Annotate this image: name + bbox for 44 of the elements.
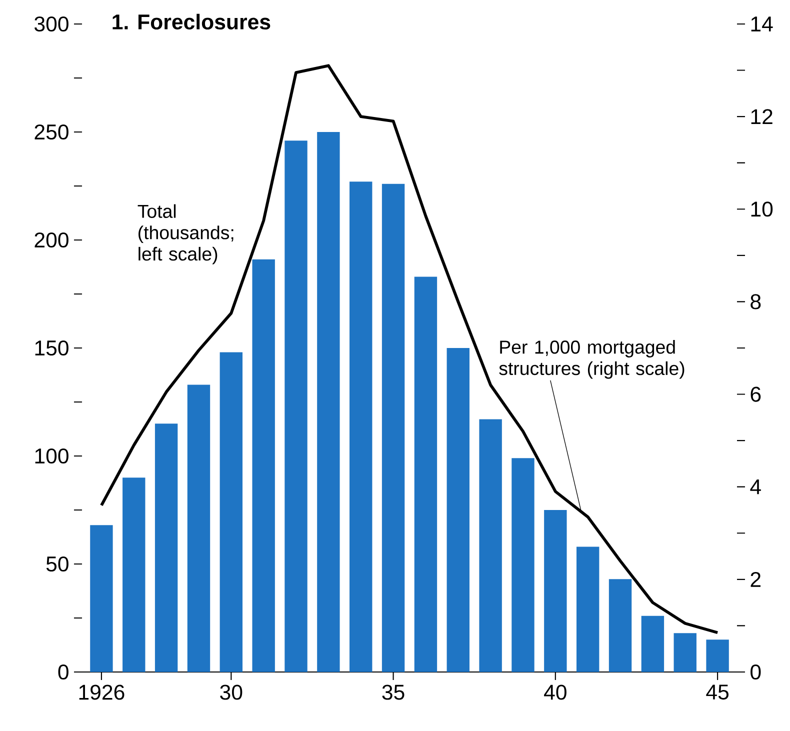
x-tick-label: 45	[706, 684, 728, 700]
bar	[154, 424, 178, 672]
x-tick-label: 40	[544, 684, 566, 700]
chart-title: 1. Foreclosures	[112, 14, 270, 30]
x-tick-label: 30	[220, 684, 242, 700]
bar	[220, 352, 243, 672]
bar	[90, 525, 113, 672]
y2-tick-label: 12	[751, 109, 772, 124]
bar	[350, 182, 372, 672]
bar	[252, 259, 275, 672]
series-label: Total (thousands; left scale)	[138, 204, 234, 264]
y-tick-label: 100	[35, 448, 68, 464]
bar	[544, 510, 567, 672]
bar	[641, 616, 664, 672]
line-series	[100, 64, 720, 634]
bar	[414, 276, 438, 672]
bar	[122, 478, 146, 672]
series-label: Per 1,000 mortgaged structures (right scale)	[499, 340, 684, 379]
bar	[284, 140, 308, 672]
bar	[446, 348, 470, 672]
y-tick-label: 0	[58, 664, 68, 680]
y2-tick-label: 14	[751, 16, 773, 32]
bar	[608, 579, 632, 672]
bar	[576, 546, 600, 672]
y-tick-label: 250	[34, 124, 68, 140]
y2-tick-label: 0	[750, 664, 761, 680]
y2-tick-label: 8	[750, 294, 761, 310]
bar	[187, 384, 210, 672]
y-tick-label: 300	[34, 16, 68, 32]
y-tick-label: 50	[46, 556, 68, 572]
y2-tick-label: 2	[750, 572, 760, 587]
x-tick-label: 35	[382, 684, 404, 700]
y2-tick-label: 6	[750, 386, 761, 402]
y-tick-label: 150	[35, 340, 68, 356]
bar	[512, 458, 534, 672]
bar	[382, 184, 405, 672]
bar	[706, 640, 729, 672]
bar	[674, 633, 696, 672]
bar	[479, 419, 502, 672]
y-tick-label: 200	[34, 232, 68, 248]
y2-tick-label: 4	[750, 480, 761, 494]
y2-tick-label: 10	[751, 202, 773, 217]
x-tick-label: 1926	[79, 684, 124, 700]
bar	[317, 132, 340, 672]
